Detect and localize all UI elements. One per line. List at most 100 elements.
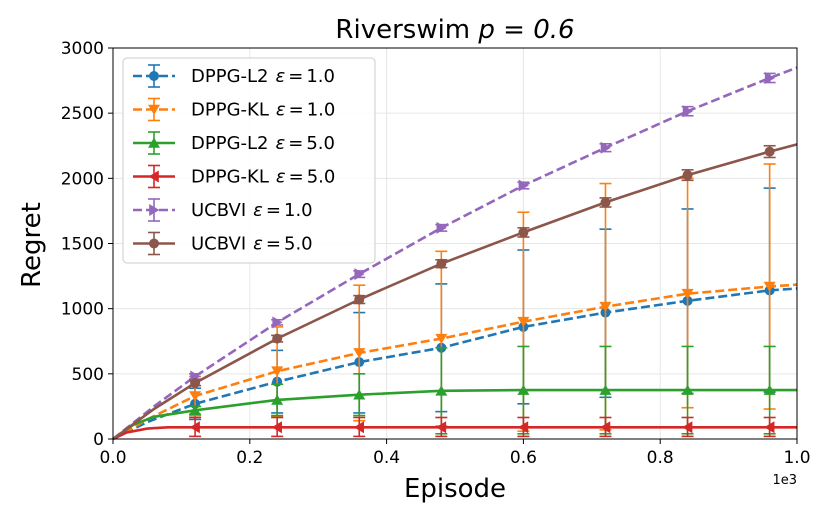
data-point [518, 421, 529, 434]
legend-series-name: DPPG-KL [191, 100, 269, 121]
data-point [189, 391, 202, 402]
legend-label: DPPG-KL ε = 1.0 [191, 100, 335, 121]
legend-box [122, 57, 376, 264]
series-3 [112, 416, 797, 441]
legend-epsilon-value: 5.0 [284, 234, 313, 255]
data-point [518, 179, 529, 192]
x-tick-label: 0.2 [236, 448, 263, 468]
legend-marker [149, 204, 160, 216]
data-point [600, 421, 611, 434]
y-axis-label: Regret [17, 202, 47, 288]
series-line [112, 426, 797, 441]
title-text: Riverswim [335, 15, 478, 45]
legend-series-name: UCBVI [191, 234, 246, 255]
legend-epsilon-value: 1.0 [307, 100, 336, 121]
data-point [600, 141, 611, 154]
legend-item-1: DPPG-KL ε = 1.0 [133, 97, 335, 122]
data-point [682, 170, 693, 181]
data-point [517, 316, 530, 328]
data-point [682, 421, 693, 434]
x-tick-label: 0.8 [647, 448, 674, 468]
legend-marker [149, 71, 159, 81]
series-line [112, 283, 798, 441]
data-point [764, 71, 776, 84]
legend-item-3: DPPG-KL ε = 5.0 [133, 164, 335, 189]
data-point [435, 421, 447, 434]
legend-series-name: UCBVI [191, 200, 246, 221]
legend-label: UCBVI ε = 5.0 [191, 234, 313, 255]
data-point [436, 258, 447, 269]
legend-marker [148, 137, 160, 148]
legend-series-name: DPPG-L2 [191, 133, 269, 154]
legend-epsilon-symbol: ε [253, 234, 263, 255]
legend-item-0: DPPG-L2 ε = 1.0 [133, 64, 335, 88]
data-point [271, 366, 284, 377]
legend-epsilon-symbol: ε [276, 100, 286, 121]
legend-series-name: DPPG-KL [191, 167, 269, 188]
data-point [435, 385, 448, 396]
legend-equals: = [288, 66, 303, 87]
legend-epsilon-value: 1.0 [306, 66, 335, 87]
chart-title: Riverswim p = 0.6 [335, 15, 574, 45]
data-point [682, 105, 693, 118]
data-point [763, 384, 776, 395]
y-tick-label: 500 [72, 365, 104, 385]
data-point [272, 316, 283, 329]
data-point [190, 377, 201, 388]
data-point [272, 333, 283, 344]
legend-equals: = [288, 133, 303, 154]
legend-epsilon-symbol: ε [276, 167, 286, 188]
data-point [681, 384, 694, 395]
legend-marker [149, 238, 159, 249]
series-2 [112, 345, 797, 441]
data-point [600, 197, 611, 208]
legend-epsilon-value: 5.0 [306, 133, 335, 154]
data-point [354, 268, 365, 281]
legend-equals: = [289, 167, 304, 188]
data-point [599, 301, 612, 313]
legend-series-name: DPPG-L2 [191, 66, 269, 87]
data-point [189, 421, 200, 434]
data-point [681, 288, 694, 300]
legend-item-5: UCBVI ε = 5.0 [133, 231, 313, 256]
data-point [763, 281, 776, 292]
legend-item-2: DPPG-L2 ε = 5.0 [133, 131, 335, 155]
legend-label: UCBVI ε = 1.0 [191, 200, 313, 221]
legend-label: DPPG-KL ε = 5.0 [191, 167, 335, 188]
x-axis-label: Episode [404, 474, 506, 504]
x-tick-label: 0.6 [510, 448, 537, 468]
legend-item-4: UCBVI ε = 1.0 [133, 198, 313, 222]
x-tick-label: 0.0 [99, 448, 126, 468]
series-5 [112, 143, 798, 441]
data-point [764, 421, 775, 434]
data-point [353, 421, 365, 434]
data-point [517, 384, 530, 395]
legend-equals: = [266, 200, 281, 221]
data-point [189, 404, 202, 416]
y-tick-label: 2500 [61, 104, 104, 124]
legend-label: DPPG-L2 ε = 1.0 [191, 66, 335, 87]
data-point [764, 146, 775, 157]
data-point [353, 389, 366, 400]
x-axis-multiplier: 1e3 [772, 473, 797, 488]
legend-equals: = [289, 100, 304, 121]
legend-label: DPPG-L2 ε = 5.0 [191, 133, 335, 154]
series-line [112, 388, 797, 441]
x-tick-label: 0.4 [373, 448, 400, 468]
series-4 [112, 66, 798, 441]
legend-epsilon-symbol: ε [276, 133, 286, 154]
legend-epsilon-value: 5.0 [307, 167, 336, 188]
title-math: p = 0.6 [477, 15, 574, 45]
legend-marker [148, 104, 160, 115]
y-tick-label: 2000 [61, 169, 104, 189]
x-tick-label: 1.0 [783, 448, 810, 468]
legend-epsilon-symbol: ε [253, 200, 263, 221]
axes-layer: 0.0 0.2 0.4 0.6 0.8 1.0 0 500 1000 1500 2000 2500 30… [61, 39, 811, 468]
data-point [353, 348, 366, 359]
legend-marker [148, 170, 159, 183]
legend-equals: = [266, 234, 281, 255]
plot-frame [112, 47, 798, 440]
